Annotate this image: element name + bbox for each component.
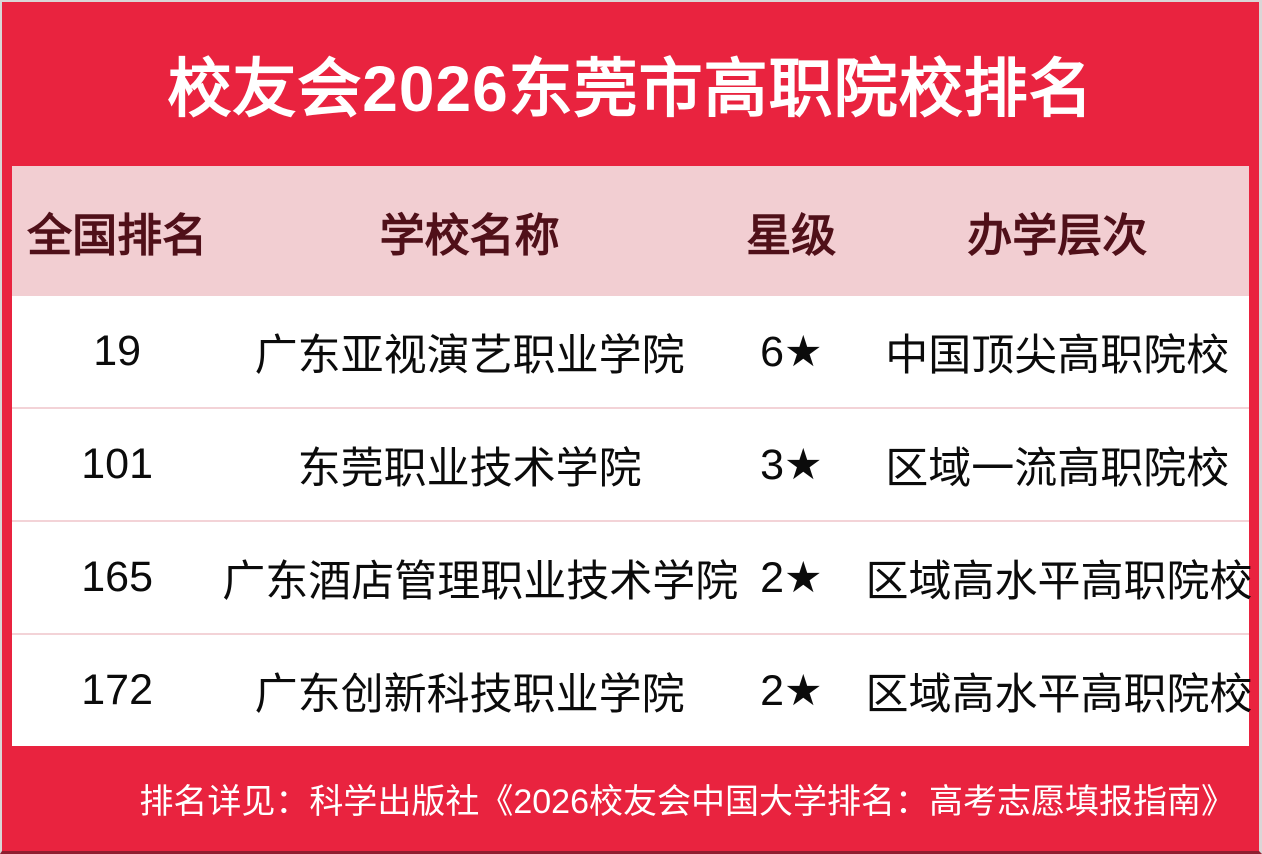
column-header-school-name: 学校名称 xyxy=(379,209,560,261)
school-level: 中国顶尖高职院校 xyxy=(885,331,1230,380)
school-name: 广东酒店管理职业技术学院 xyxy=(222,557,739,606)
rank-value: 165 xyxy=(81,553,154,601)
title-banner: 校友会2026东莞市高职院校排名 xyxy=(2,2,1259,166)
school-level: 区域高水平高职院校 xyxy=(865,670,1253,719)
star-rating: 6★ xyxy=(760,327,823,376)
school-name: 广东亚视演艺职业学院 xyxy=(254,331,685,380)
star-rating: 2★ xyxy=(760,666,823,715)
school-level: 区域一流高职院校 xyxy=(885,444,1230,493)
rank-value: 172 xyxy=(81,666,154,714)
table-row: 165 广东酒店管理职业技术学院 2★ 区域高水平高职院校 xyxy=(12,520,1253,633)
ranking-table: 全国排名 学校名称 星级 办学层次 19 广东亚视演艺职业学院 6★ 中国顶尖高… xyxy=(12,166,1253,746)
table-row: 19 广东亚视演艺职业学院 6★ 中国顶尖高职院校 xyxy=(12,296,1249,407)
column-header-school-level: 办学层次 xyxy=(967,209,1148,261)
table-row: 172 广东创新科技职业学院 2★ 区域高水平高职院校 xyxy=(12,633,1253,746)
school-name: 东莞职业技术学院 xyxy=(297,444,642,493)
page-title: 校友会2026东莞市高职院校排名 xyxy=(167,53,1094,125)
rank-value: 101 xyxy=(81,440,154,488)
table-header-row: 全国排名 学校名称 星级 办学层次 xyxy=(12,166,1249,296)
column-header-national-rank: 全国排名 xyxy=(27,209,208,261)
footer-source-note: 排名详见：科学出版社《2026校友会中国大学排名：高考志愿填报指南》 xyxy=(139,783,1235,821)
column-header-star-rating: 星级 xyxy=(746,209,837,261)
star-rating: 2★ xyxy=(760,553,823,602)
table-row: 101 东莞职业技术学院 3★ 区域一流高职院校 xyxy=(12,407,1249,520)
rank-value: 19 xyxy=(93,327,142,375)
school-name: 广东创新科技职业学院 xyxy=(254,670,685,719)
school-level: 区域高水平高职院校 xyxy=(865,557,1253,606)
star-rating: 3★ xyxy=(760,440,823,489)
footer-banner: 排名详见：科学出版社《2026校友会中国大学排名：高考志愿填报指南》 xyxy=(2,746,1259,851)
